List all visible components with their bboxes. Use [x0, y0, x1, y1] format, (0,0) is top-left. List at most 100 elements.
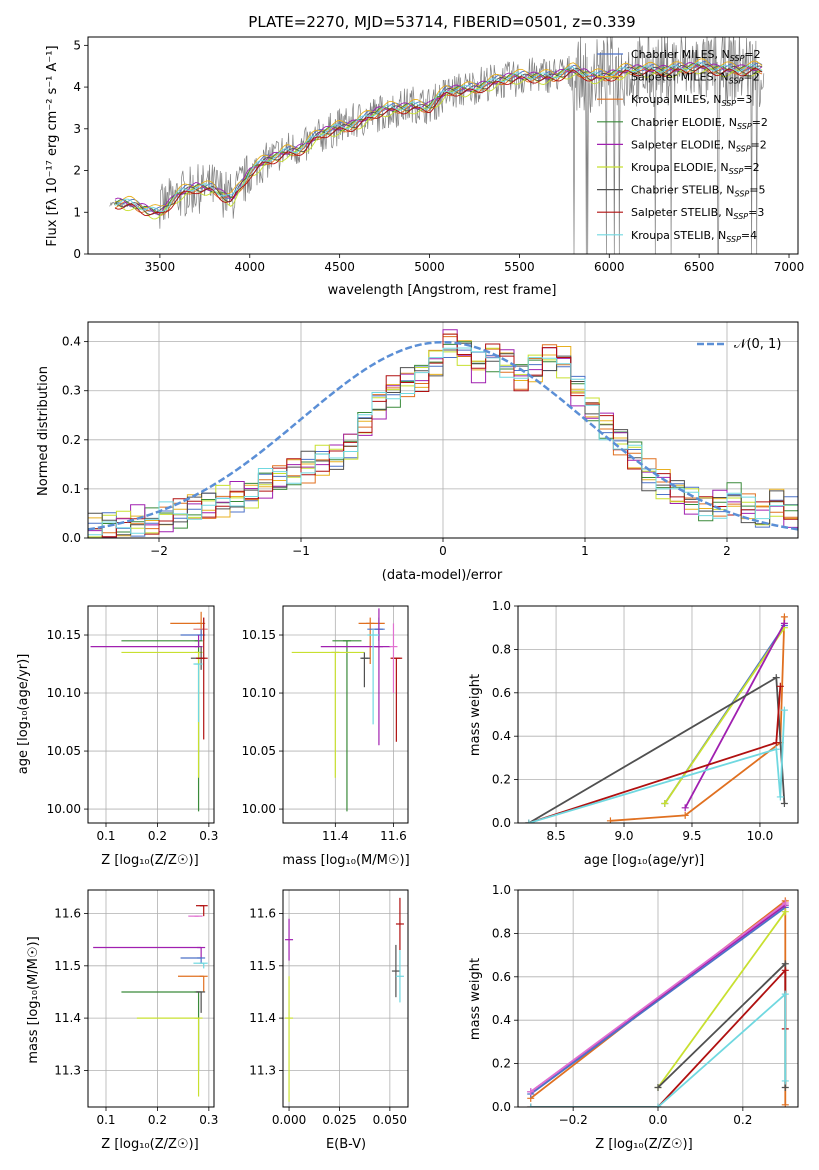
mass-z-ylabel: mass [log₁₀(M/M☉)] [26, 936, 41, 1063]
x-tick-label: 9.0 [614, 829, 633, 843]
x-tick-label: 1 [581, 544, 589, 558]
x-tick-label: −2 [150, 544, 168, 558]
x-tick-label: 4000 [234, 260, 265, 274]
model-spectrum-line [114, 65, 763, 217]
axes-frame [282, 605, 409, 824]
histogram-xlabel: (data-model)/error [382, 568, 503, 583]
axes-frame [87, 889, 215, 1108]
y-tick-label: 11.5 [249, 959, 276, 973]
y-tick-label: 1.0 [492, 883, 511, 897]
y-tick-label: 1 [73, 205, 81, 219]
massweight-plot-area [527, 897, 789, 1107]
massweight-marker [525, 819, 533, 823]
spectrum-ylabel: Flux [fλ 10⁻¹⁷ erg cm⁻² s⁻¹ A⁻¹] [45, 45, 60, 246]
model-spectrum-line [114, 58, 763, 209]
spectrum-legend: Chabrier MILES, NSSP=2 Salpeter MILES, NS… [597, 48, 768, 244]
massweight-marker [772, 745, 780, 753]
axes-frame [517, 605, 799, 824]
x-tick-label: 3500 [145, 260, 176, 274]
legend-label: Kroupa ELODIE, NSSP=2 [631, 161, 760, 176]
y-tick-label: 0.0 [62, 531, 81, 545]
x-tick-label: 0.3 [199, 829, 218, 843]
mw-age-ylabel: mass weight [468, 674, 483, 756]
figure-title: PLATE=2270, MJD=53714, FIBERID=0501, z=0… [248, 13, 635, 31]
massweight-marker [661, 799, 669, 807]
y-tick-label: 0.0 [492, 816, 511, 830]
y-tick-label: 10.05 [47, 744, 81, 758]
axes-frame [87, 36, 799, 255]
legend-label: Kroupa MILES, NSSP=3 [631, 93, 752, 108]
mass-ebv-xlabel: E(B-V) [326, 1137, 366, 1152]
y-tick-label: 0.8 [492, 642, 511, 656]
age-mass-xlabel: mass [log₁₀(M/M☉)] [282, 853, 409, 868]
massweight-line [530, 992, 787, 1107]
massweight-line [657, 911, 787, 1089]
massweight-marker [780, 706, 788, 714]
spectrum-xlabel: wavelength [Angstrom, rest frame] [328, 283, 557, 298]
x-tick-label: 7000 [774, 260, 805, 274]
age-z-xlabel: Z [log₁₀(Z/Z☉)] [101, 853, 198, 868]
mass-vs-z-panel: 0.1 0.2 0.3 11.3 11.4 11.5 11.6 [54, 889, 218, 1127]
mw-z-ylabel: mass weight [468, 958, 483, 1040]
massweight-plot-area [525, 613, 788, 823]
y-tick-label: 0.0 [492, 1100, 511, 1114]
massweight-marker [781, 1077, 789, 1085]
x-tick-label: 5500 [504, 260, 535, 274]
x-tick-label: 0 [439, 544, 447, 558]
massweight-line [684, 622, 786, 809]
y-tick-label: 0.8 [492, 926, 511, 940]
y-tick-label: 0.6 [492, 686, 511, 700]
axes-frame [87, 605, 215, 824]
mw-age-xlabel: age [log₁₀(age/yr)] [584, 853, 705, 868]
y-tick-label: 11.4 [54, 1011, 81, 1025]
axes-frame [517, 889, 799, 1108]
massweight-marker [681, 804, 689, 812]
y-tick-label: 10.00 [242, 802, 276, 816]
x-tick-label: 11.4 [322, 829, 349, 843]
massweight-marker [781, 1101, 789, 1107]
massweight-vs-age-panel: 8.5 9.0 9.5 10.0 0.0 0.2 0.4 0.6 0.8 1.0 [492, 599, 799, 843]
age-z-ylabel: age [log₁₀(age/yr)] [16, 654, 31, 775]
x-tick-label: 0.2 [148, 1113, 167, 1127]
histogram-step [88, 347, 798, 536]
massweight-marker [654, 1103, 662, 1107]
x-tick-label: 6000 [594, 260, 625, 274]
x-tick-label: 0.0 [648, 1113, 667, 1127]
x-tick-label: 0.1 [96, 829, 115, 843]
x-tick-label: 0.1 [96, 1113, 115, 1127]
massweight-vs-z-panel: −0.2 0.0 0.2 0.0 0.2 0.4 0.6 0.8 1.0 [492, 883, 799, 1127]
y-tick-label: 4 [73, 80, 81, 94]
mw-z-xlabel: Z [log₁₀(Z/Z☉)] [595, 1137, 692, 1152]
y-tick-label: 11.4 [249, 1011, 276, 1025]
massweight-marker [780, 799, 788, 807]
massweight-marker [780, 613, 788, 621]
y-tick-label: 0.1 [62, 482, 81, 496]
legend-label: Chabrier MILES, NSSP=2 [631, 48, 761, 63]
x-tick-label: 11.6 [380, 829, 407, 843]
y-tick-label: 11.3 [54, 1063, 81, 1077]
massweight-marker [527, 1103, 535, 1107]
massweight-line [530, 906, 786, 1095]
massweight-marker [772, 739, 780, 747]
massweight-line [664, 627, 786, 805]
mass-vs-ebv-panel: 0.000 0.025 0.050 11.3 11.4 11.5 11.6 [249, 889, 409, 1127]
y-tick-label: 3 [73, 122, 81, 136]
y-tick-label: 10.00 [47, 802, 81, 816]
histogram-panel: −2 −1 0 1 2 0.0 0.1 0.2 0.3 0.4 [62, 321, 799, 558]
massweight-line [530, 902, 786, 1093]
y-tick-label: 10.15 [47, 628, 81, 642]
massweight-marker [781, 1083, 789, 1091]
errorbar-plot-area [285, 897, 404, 1102]
x-tick-label: 4500 [324, 260, 355, 274]
x-tick-label: 5000 [414, 260, 445, 274]
legend-label: Salpeter STELIB, NSSP=3 [631, 206, 764, 221]
massweight-line [528, 676, 786, 823]
x-tick-label: 0.050 [373, 1113, 407, 1127]
legend-label: Salpeter ELODIE, NSSP=2 [631, 138, 767, 153]
x-tick-label: 6500 [684, 260, 715, 274]
errorbar-plot-area [90, 611, 208, 812]
massweight-line [610, 616, 786, 822]
errorbar-plot-area [291, 608, 403, 812]
x-tick-label: 0.000 [272, 1113, 306, 1127]
x-tick-label: 0.2 [148, 829, 167, 843]
